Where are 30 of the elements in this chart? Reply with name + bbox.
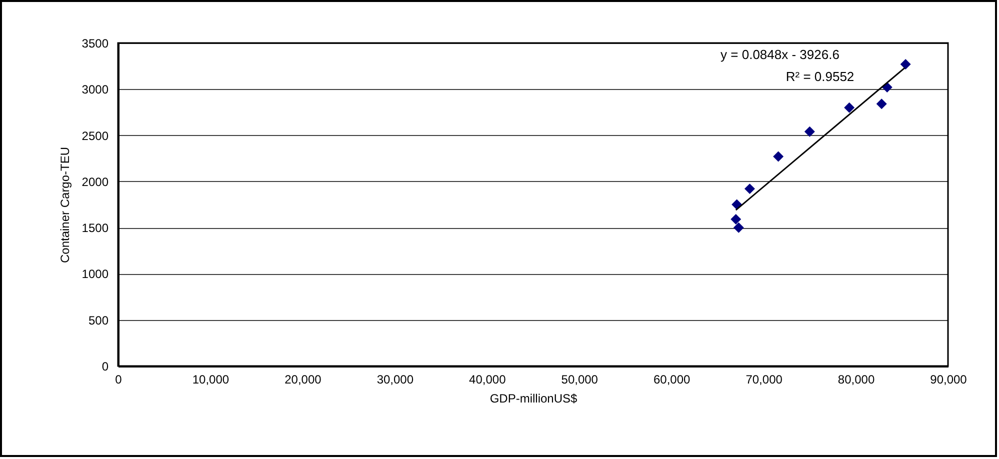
x-tick-label: 0: [115, 372, 122, 386]
y-tick-label: 3500: [82, 36, 109, 50]
y-tick-label: 3000: [82, 82, 109, 97]
point: [804, 126, 815, 137]
point: [844, 102, 855, 113]
x-tick-label: 40,000: [469, 372, 506, 386]
x-tick-label: 60,000: [653, 372, 691, 386]
y-tick-label: 2500: [82, 128, 109, 143]
point: [730, 214, 742, 225]
x-tick-label: 90,000: [930, 372, 968, 386]
y-tick-label: 1500: [82, 221, 109, 236]
point: [876, 98, 887, 110]
x-axis-title: GDP-millionUS$: [490, 392, 578, 406]
point: [744, 184, 755, 194]
point: [773, 151, 784, 162]
y-tick-label: 2000: [82, 174, 109, 189]
annotation: y = 0.0848x - 3926.6: [720, 47, 840, 62]
x-tick-label: 70,000: [746, 372, 783, 386]
x-tick-label: 50,000: [561, 372, 598, 386]
y-tick-label: 500: [88, 313, 109, 328]
annotation: R² = 0.9552: [786, 69, 854, 84]
x-tick-label: 10,000: [192, 372, 230, 386]
y-tick-label: 1000: [82, 267, 109, 282]
x-tick-label: 20,000: [284, 372, 322, 386]
x-tick-label: 30,000: [376, 372, 414, 386]
point: [900, 58, 911, 70]
point: [733, 222, 744, 233]
x-tick-label: 80,000: [838, 372, 875, 386]
y-axis-title: Container Cargo-TEU: [58, 146, 72, 264]
y-tick-label: 0: [102, 360, 109, 374]
